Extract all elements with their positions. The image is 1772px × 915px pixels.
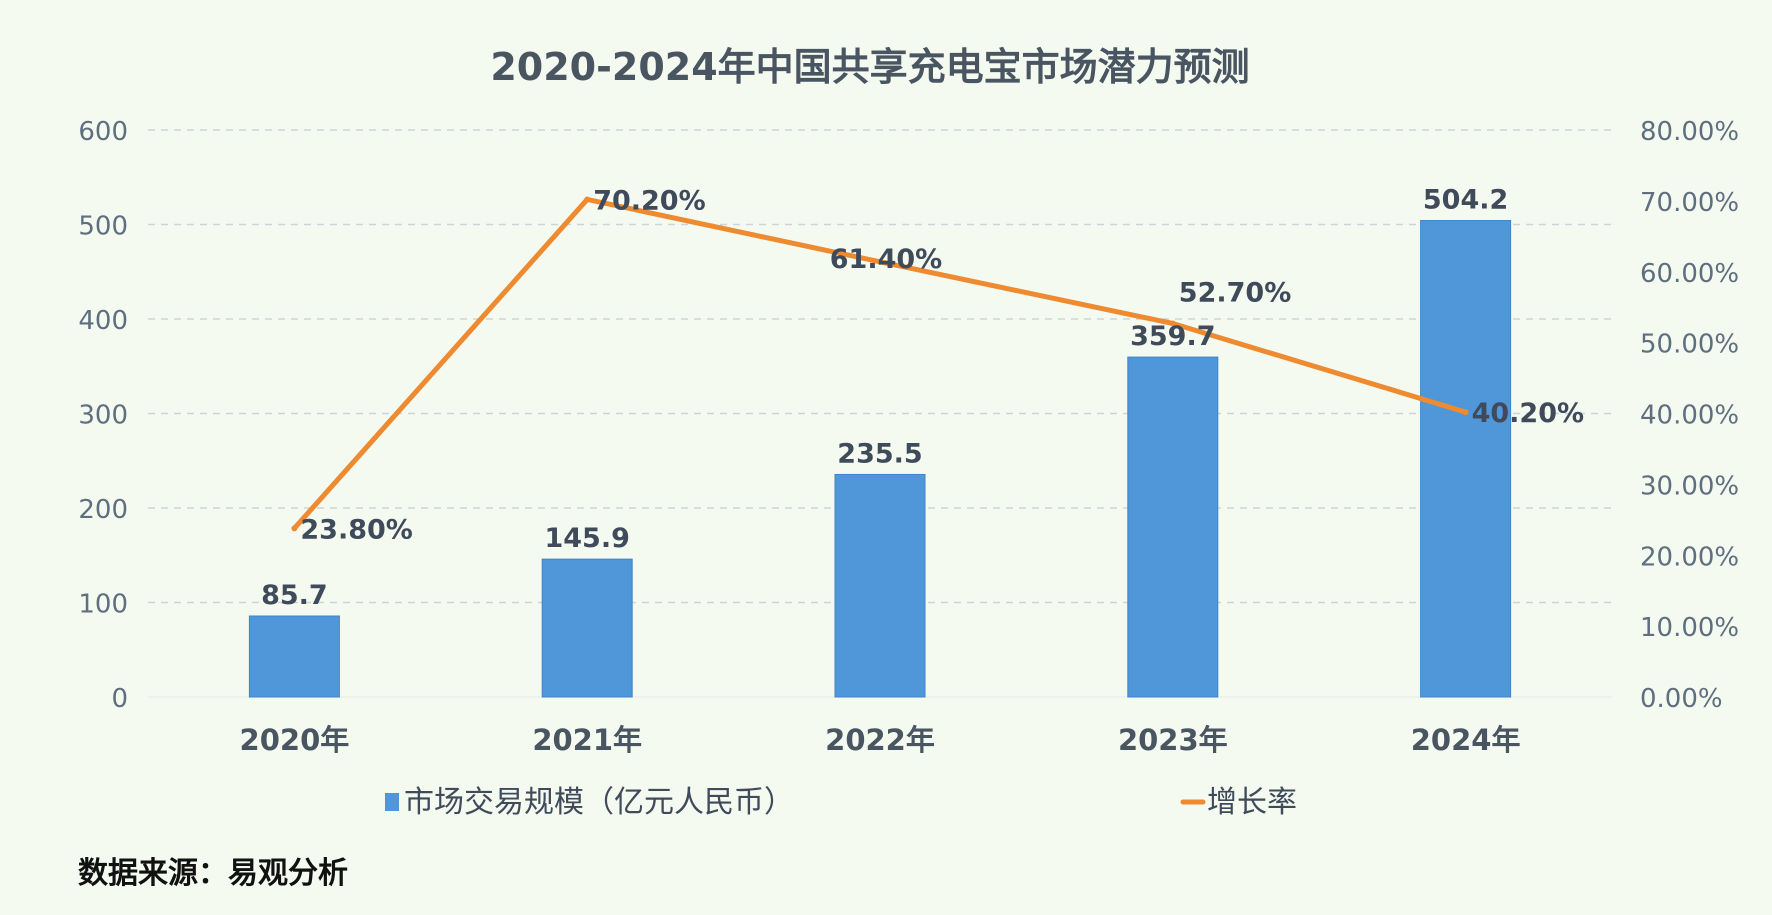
y-right-tick-label: 30.00%: [1640, 471, 1739, 501]
line-point: [1169, 320, 1176, 327]
y-axis-left: 0 100 200 300 400 500 600: [78, 117, 128, 714]
line-data-label: 52.70%: [1179, 277, 1291, 308]
data-labels: 85.7 145.9 235.5 359.7 504.2 23.80% 70.20% 61.4…: [261, 185, 1584, 611]
x-tick-label: 2021年: [532, 723, 642, 757]
x-tick-label: 2024年: [1411, 723, 1521, 757]
bar-data-label: 359.7: [1130, 321, 1215, 352]
bar: [1420, 220, 1512, 698]
legend-bar-swatch: [385, 793, 399, 811]
y-left-tick-label: 600: [78, 117, 128, 147]
line-point: [877, 258, 883, 265]
bar: [834, 473, 926, 698]
y-right-tick-label: 10.00%: [1640, 613, 1739, 643]
y-left-tick-label: 100: [78, 590, 128, 620]
bar-data-label: 85.7: [261, 580, 328, 611]
y-right-tick-label: 20.00%: [1640, 542, 1739, 572]
y-left-tick-label: 500: [78, 212, 128, 242]
y-right-tick-label: 0.00%: [1640, 684, 1723, 714]
line-data-label: 40.20%: [1472, 398, 1584, 429]
line-data-label: 70.20%: [593, 185, 705, 216]
y-left-tick-label: 200: [78, 495, 128, 525]
line-point: [1462, 409, 1469, 416]
y-right-tick-label: 60.00%: [1640, 259, 1739, 289]
y-right-tick-label: 40.00%: [1640, 401, 1739, 431]
bar: [248, 615, 340, 698]
bar: [541, 558, 633, 698]
bar: [1127, 356, 1219, 698]
line-point: [584, 196, 591, 203]
x-tick-label: 2020年: [240, 723, 350, 757]
legend-bar-label: 市场交易规模（亿元人民币）: [404, 785, 794, 820]
x-axis: 2020年 2021年 2022年 2023年 2024年: [240, 723, 1521, 757]
x-tick-label: 2022年: [825, 723, 935, 757]
line-series: [291, 196, 1469, 532]
line-data-label: 61.40%: [830, 244, 942, 275]
bar-data-label: 145.9: [544, 523, 629, 554]
chart-title: 2020-2024年中国共享充电宝市场潜力预测: [490, 45, 1249, 89]
y-right-tick-label: 70.00%: [1640, 188, 1739, 218]
source-note: 数据来源：易观分析: [78, 856, 348, 891]
y-right-tick-label: 80.00%: [1640, 117, 1739, 147]
legend-line-label: 增长率: [1207, 785, 1297, 820]
legend: 市场交易规模（亿元人民币） 增长率: [385, 785, 1297, 820]
bar-series: [248, 220, 1512, 698]
line-point: [291, 525, 298, 532]
bar-data-label: 504.2: [1423, 185, 1508, 216]
y-right-tick-label: 50.00%: [1640, 330, 1739, 360]
y-left-tick-label: 0: [111, 684, 128, 714]
bar-data-label: 235.5: [837, 438, 922, 469]
y-axis-right: 0.00% 10.00% 20.00% 30.00% 40.00% 50.00% 60.00…: [1640, 117, 1739, 714]
y-left-tick-label: 300: [78, 401, 128, 431]
y-left-tick-label: 400: [78, 306, 128, 336]
x-tick-label: 2023年: [1118, 723, 1228, 757]
line-data-label: 23.80%: [300, 514, 412, 545]
